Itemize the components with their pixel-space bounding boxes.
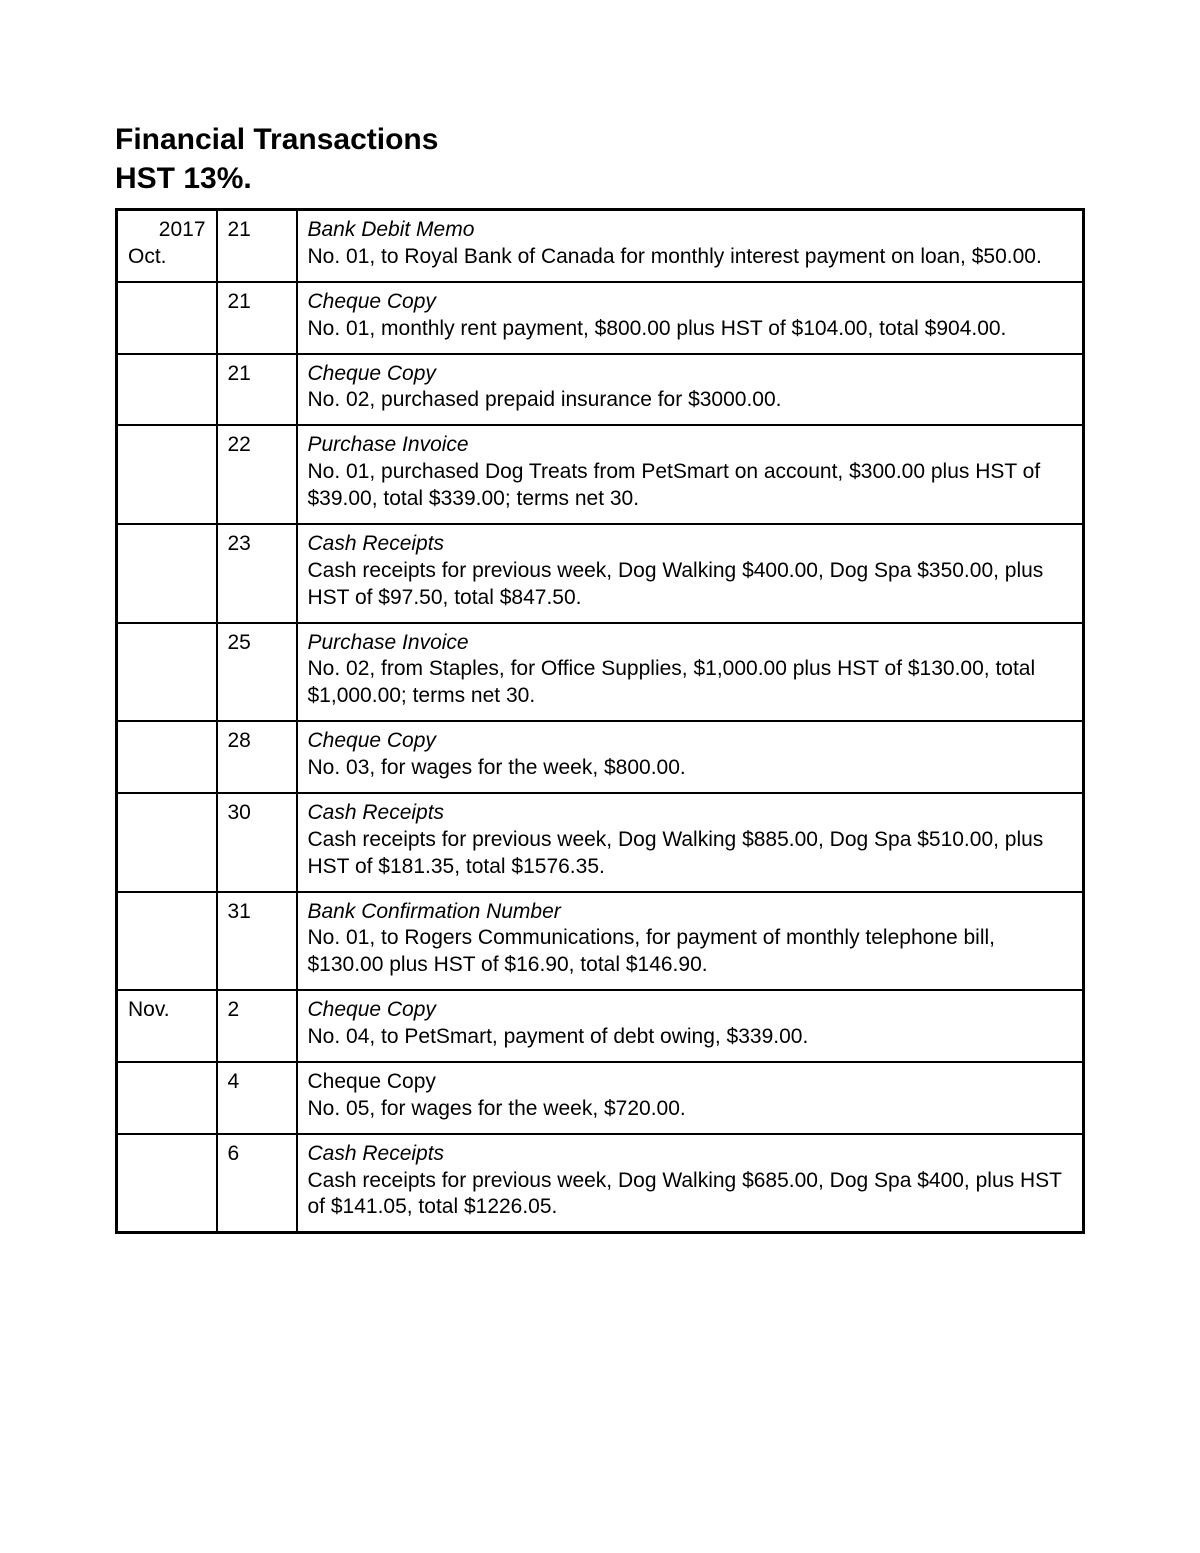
transaction-title: Cheque Copy	[308, 998, 436, 1021]
day-cell: 23	[217, 524, 297, 623]
day-cell: 2	[217, 990, 297, 1062]
description-cell: Cheque Copy No. 01, monthly rent payment,…	[297, 282, 1084, 354]
transaction-title: Cash Receipts	[308, 801, 445, 824]
table-row: 2017Oct.21Bank Debit MemoNo. 01, to Roya…	[117, 210, 1084, 282]
table-row: 22 Purchase Invoice No. 01, purchased Dog …	[117, 425, 1084, 524]
transaction-body: No. 01, purchased Dog Treats from PetSma…	[308, 460, 1041, 510]
heading-line-1: Financial Transactions	[115, 120, 1085, 159]
date-cell	[117, 354, 217, 426]
transaction-body: No. 05, for wages for the week, $720.00.	[308, 1097, 686, 1120]
date-cell	[117, 1062, 217, 1134]
heading-line-2: HST 13%.	[115, 159, 1085, 198]
day-cell: 21	[217, 354, 297, 426]
description-cell: Cheque Copy No. 02, purchased prepaid ins…	[297, 354, 1084, 426]
transaction-title: Cash Receipts	[308, 1142, 445, 1165]
date-cell	[117, 524, 217, 623]
day-cell: 22	[217, 425, 297, 524]
page-heading: Financial Transactions HST 13%.	[115, 120, 1085, 198]
transaction-body: Cash receipts for previous week, Dog Wal…	[308, 828, 1044, 878]
day-cell: 25	[217, 623, 297, 722]
transaction-title: Purchase Invoice	[308, 433, 469, 456]
date-cell	[117, 623, 217, 722]
day-cell: 21	[217, 282, 297, 354]
table-row: 30 Cash Receipts Cash receipts for previou…	[117, 793, 1084, 892]
date-cell	[117, 425, 217, 524]
transactions-table: 2017Oct.21Bank Debit MemoNo. 01, to Roya…	[115, 208, 1085, 1234]
transaction-title: Bank Debit Memo	[308, 218, 475, 241]
transaction-body: No. 02, from Staples, for Office Supplie…	[308, 657, 1036, 707]
table-row: Nov. 2 Cheque Copy No. 04, to PetSmart, pay…	[117, 990, 1084, 1062]
date-cell	[117, 892, 217, 991]
transaction-title: Cheque Copy	[308, 1070, 436, 1093]
day-cell: 30	[217, 793, 297, 892]
description-cell: Bank Confirmation Number No. 01, to Roger…	[297, 892, 1084, 991]
description-cell: Cash Receipts Cash receipts for previous …	[297, 793, 1084, 892]
table-row: 28 Cheque Copy No. 03, for wages for the w…	[117, 721, 1084, 793]
transaction-title: Cheque Copy	[308, 362, 436, 385]
description-cell: Cash Receipts Cash receipts for previous …	[297, 524, 1084, 623]
table-row: 4 Cheque Copy No. 05, for wages for the we…	[117, 1062, 1084, 1134]
transaction-title: Cash Receipts	[308, 532, 445, 555]
date-month: Nov.	[128, 997, 206, 1024]
date-cell	[117, 793, 217, 892]
transaction-title: Bank Confirmation Number	[308, 900, 561, 923]
table-row: 21 Cheque Copy No. 01, monthly rent paymen…	[117, 282, 1084, 354]
description-cell: Cheque Copy No. 04, to PetSmart, payment …	[297, 990, 1084, 1062]
description-cell: Purchase Invoice No. 01, purchased Dog Tr…	[297, 425, 1084, 524]
date-cell	[117, 282, 217, 354]
description-cell: Cash Receipts Cash receipts for previous …	[297, 1134, 1084, 1233]
transaction-body: No. 01, to Royal Bank of Canada for mont…	[308, 245, 1042, 268]
date-cell: Nov.	[117, 990, 217, 1062]
day-cell: 4	[217, 1062, 297, 1134]
date-cell	[117, 721, 217, 793]
transaction-body: No. 01, to Rogers Communications, for pa…	[308, 926, 996, 976]
description-cell: Purchase Invoice No. 02, from Staples, fo…	[297, 623, 1084, 722]
transaction-title: Cheque Copy	[308, 729, 436, 752]
transaction-title: Purchase Invoice	[308, 631, 469, 654]
description-cell: Bank Debit Memo No. 01, to Royal Bank of …	[297, 210, 1084, 282]
table-row: 23 Cash Receipts Cash receipts for previou…	[117, 524, 1084, 623]
day-cell: 31	[217, 892, 297, 991]
transaction-body: No. 03, for wages for the week, $800.00.	[308, 756, 686, 779]
date-month: Oct.	[128, 244, 206, 271]
transaction-body: Cash receipts for previous week, Dog Wal…	[308, 1169, 1062, 1219]
table-row: 25 Purchase Invoice No. 02, from Staples, …	[117, 623, 1084, 722]
transaction-body: No. 01, monthly rent payment, $800.00 pl…	[308, 317, 1007, 340]
transaction-body: No. 02, purchased prepaid insurance for …	[308, 388, 782, 411]
transaction-title: Cheque Copy	[308, 290, 436, 313]
table-row: 6 Cash Receipts Cash receipts for previous…	[117, 1134, 1084, 1233]
date-cell	[117, 1134, 217, 1233]
date-year: 2017	[128, 217, 206, 244]
table-row: 21 Cheque Copy No. 02, purchased prepaid i…	[117, 354, 1084, 426]
transaction-body: Cash receipts for previous week, Dog Wal…	[308, 559, 1044, 609]
description-cell: Cheque Copy No. 05, for wages for the wee…	[297, 1062, 1084, 1134]
table-row: 31 Bank Confirmation Number No. 01, to Rog…	[117, 892, 1084, 991]
transaction-body: No. 04, to PetSmart, payment of debt owi…	[308, 1025, 809, 1048]
day-cell: 28	[217, 721, 297, 793]
date-cell: 2017Oct.	[117, 210, 217, 282]
description-cell: Cheque Copy No. 03, for wages for the wee…	[297, 721, 1084, 793]
day-cell: 21	[217, 210, 297, 282]
day-cell: 6	[217, 1134, 297, 1233]
